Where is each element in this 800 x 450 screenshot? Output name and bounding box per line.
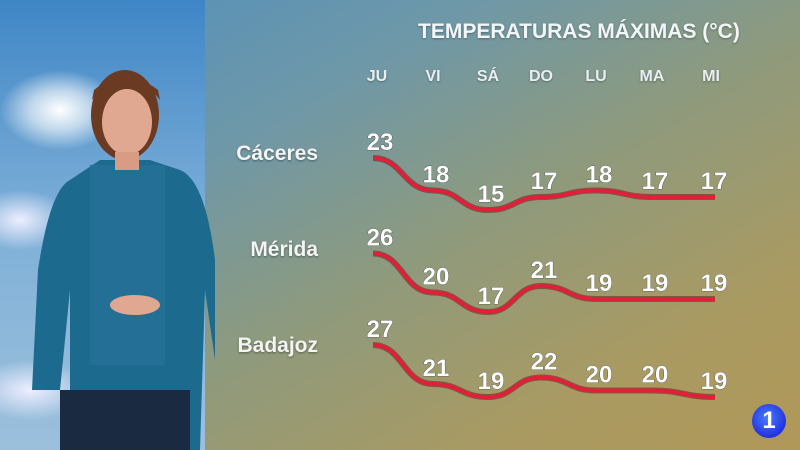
series-line xyxy=(372,156,715,213)
data-label: 19 xyxy=(586,270,613,297)
day-label: JU xyxy=(366,68,388,85)
data-label: 19 xyxy=(701,270,728,297)
data-label: 17 xyxy=(531,168,558,195)
day-label: LU xyxy=(585,68,607,85)
data-label: 17 xyxy=(478,283,505,310)
data-label: 19 xyxy=(478,368,505,395)
day-label: SÁ xyxy=(476,68,500,85)
data-label: 21 xyxy=(423,355,450,382)
city-label: Mérida xyxy=(250,238,318,261)
data-label: 15 xyxy=(478,181,505,208)
data-label: 17 xyxy=(642,168,669,195)
day-label: VI xyxy=(425,68,441,85)
city-label: Cáceres xyxy=(236,142,318,165)
chart-title: TEMPERATURAS MÁXIMAS (°C) xyxy=(418,20,740,43)
data-label: 23 xyxy=(367,129,394,156)
data-label: 18 xyxy=(423,162,450,189)
data-label: 21 xyxy=(531,257,558,284)
data-label: 20 xyxy=(586,362,613,389)
data-label: 20 xyxy=(423,264,450,291)
data-label: 20 xyxy=(642,362,669,389)
data-label: 18 xyxy=(586,162,613,189)
data-label: 19 xyxy=(701,368,728,395)
data-label: 19 xyxy=(642,270,669,297)
series-line xyxy=(372,343,716,400)
day-label: MI xyxy=(702,68,720,85)
city-label: Badajoz xyxy=(237,334,318,357)
day-label: MA xyxy=(639,68,665,85)
channel-logo: 1 xyxy=(752,404,786,438)
data-label: 17 xyxy=(701,168,728,195)
data-label: 27 xyxy=(367,316,394,343)
presenter xyxy=(32,70,215,450)
data-label: 26 xyxy=(367,225,394,252)
series-line xyxy=(372,251,715,315)
day-label: DO xyxy=(529,68,553,85)
data-label: 22 xyxy=(531,349,558,376)
